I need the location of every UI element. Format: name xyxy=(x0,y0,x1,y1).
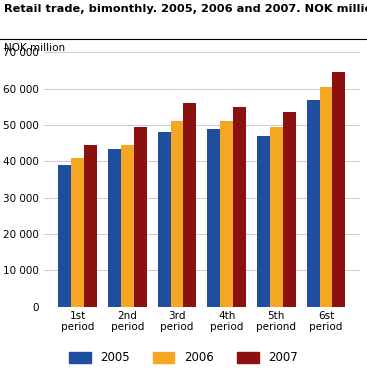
Bar xyxy=(184,103,196,307)
Bar xyxy=(108,148,121,307)
Bar xyxy=(121,145,134,307)
Bar xyxy=(220,122,233,307)
Bar xyxy=(134,127,147,307)
Bar xyxy=(333,72,345,307)
Text: NOK million: NOK million xyxy=(4,43,65,53)
Bar xyxy=(257,136,270,307)
Legend: 2005, 2006, 2007: 2005, 2006, 2007 xyxy=(69,351,298,364)
Bar xyxy=(306,99,320,307)
Bar xyxy=(71,158,84,307)
Bar xyxy=(233,107,246,307)
Bar xyxy=(171,122,184,307)
Bar xyxy=(158,132,171,307)
Bar xyxy=(84,145,97,307)
Bar xyxy=(58,165,71,307)
Bar xyxy=(207,129,220,307)
Text: Retail trade, bimonthly. 2005, 2006 and 2007. NOK million: Retail trade, bimonthly. 2005, 2006 and … xyxy=(4,4,367,14)
Bar xyxy=(320,87,333,307)
Bar xyxy=(283,112,296,307)
Bar xyxy=(270,127,283,307)
